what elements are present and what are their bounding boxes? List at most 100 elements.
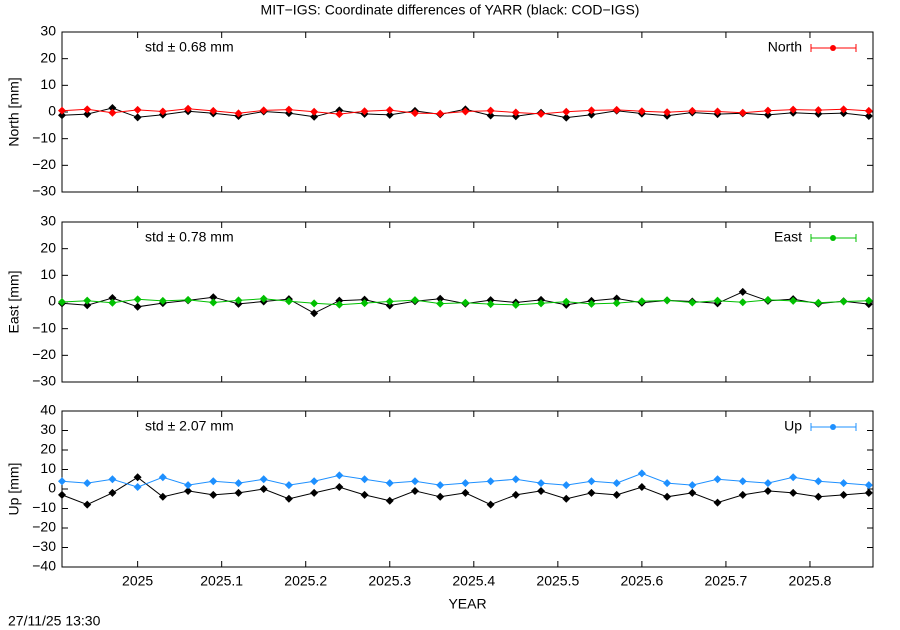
data-point	[436, 109, 445, 118]
data-point	[713, 107, 722, 116]
data-point	[612, 490, 621, 499]
data-point	[713, 475, 722, 484]
data-point	[486, 477, 495, 486]
legend-label: East	[774, 229, 802, 245]
data-point	[537, 486, 546, 495]
data-point	[612, 105, 621, 114]
data-point	[184, 104, 193, 113]
data-point	[209, 293, 218, 302]
data-point	[310, 488, 319, 497]
data-point	[738, 108, 747, 117]
data-point	[108, 104, 117, 112]
y-tick-label: −10	[32, 129, 56, 145]
data-point	[158, 492, 167, 501]
data-point	[461, 298, 470, 307]
data-point	[234, 488, 243, 497]
data-point	[385, 297, 394, 306]
data-point	[436, 299, 445, 308]
y-axis-label: Up [mm]	[6, 463, 22, 516]
y-tick-label: 20	[40, 441, 56, 457]
data-point	[738, 477, 747, 486]
data-point	[310, 112, 319, 121]
data-point	[234, 296, 243, 305]
data-point	[410, 486, 419, 495]
data-point	[562, 481, 571, 490]
legend-label: Up	[784, 418, 802, 434]
y-tick-label: 0	[48, 480, 56, 496]
data-point	[234, 479, 243, 488]
data-point	[688, 488, 697, 497]
data-point	[839, 105, 848, 114]
data-point	[511, 475, 520, 484]
y-tick-label: −10	[32, 499, 56, 515]
y-tick-label: 20	[40, 49, 56, 65]
data-point	[789, 488, 798, 497]
data-point	[688, 298, 697, 307]
y-tick-label: −30	[32, 538, 56, 554]
x-tick-label: 2025.2	[284, 573, 327, 589]
data-point	[663, 108, 672, 117]
y-tick-label: 0	[48, 293, 56, 309]
data-point	[184, 486, 193, 495]
data-point	[814, 477, 823, 486]
data-point	[436, 492, 445, 501]
x-tick-label: 2025.1	[200, 573, 243, 589]
data-point	[814, 106, 823, 115]
data-point	[133, 473, 142, 482]
data-point	[360, 299, 369, 308]
data-point	[461, 479, 470, 488]
data-point	[713, 296, 722, 305]
y-tick-label: 30	[40, 23, 56, 39]
data-point	[537, 109, 546, 118]
data-point	[562, 113, 571, 122]
data-point	[612, 294, 621, 303]
data-point	[688, 481, 697, 490]
data-point	[209, 477, 218, 486]
data-point	[108, 294, 117, 302]
data-point	[209, 298, 218, 307]
data-point	[335, 483, 344, 492]
data-point	[133, 302, 142, 311]
data-point	[108, 488, 117, 497]
data-point	[410, 109, 419, 118]
data-point	[864, 488, 873, 497]
data-point	[83, 301, 92, 310]
legend-marker	[830, 235, 836, 241]
data-point	[209, 490, 218, 499]
data-point	[713, 498, 722, 507]
data-point	[158, 296, 167, 305]
data-point	[663, 492, 672, 501]
data-point	[612, 479, 621, 488]
data-point	[410, 296, 419, 305]
data-point	[385, 496, 394, 505]
x-tick-label: 2025.7	[705, 573, 748, 589]
data-point	[839, 479, 848, 488]
y-axis-label: North [mm]	[6, 77, 22, 146]
data-point	[133, 295, 142, 304]
data-point	[587, 488, 596, 497]
data-point	[864, 112, 873, 120]
x-tick-label: 2025.4	[452, 573, 495, 589]
x-tick-label: 2025.3	[368, 573, 411, 589]
data-point	[133, 113, 142, 122]
data-point	[738, 298, 747, 307]
data-point	[259, 294, 268, 303]
y-tick-label: −20	[32, 346, 56, 362]
y-tick-label: −20	[32, 519, 56, 535]
data-point	[108, 108, 117, 117]
x-tick-label: 2025	[122, 573, 153, 589]
y-tick-label: −10	[32, 319, 56, 335]
data-point	[789, 105, 798, 114]
data-point	[259, 485, 268, 493]
data-point	[410, 477, 419, 486]
data-point	[310, 309, 319, 318]
data-point	[763, 479, 772, 488]
data-point	[511, 490, 520, 499]
data-point	[612, 299, 621, 308]
data-point	[562, 297, 571, 306]
data-point	[234, 109, 243, 118]
data-point	[562, 107, 571, 116]
data-point	[511, 300, 520, 309]
y-axis-label: East [mm]	[6, 270, 22, 333]
data-point	[108, 475, 117, 484]
